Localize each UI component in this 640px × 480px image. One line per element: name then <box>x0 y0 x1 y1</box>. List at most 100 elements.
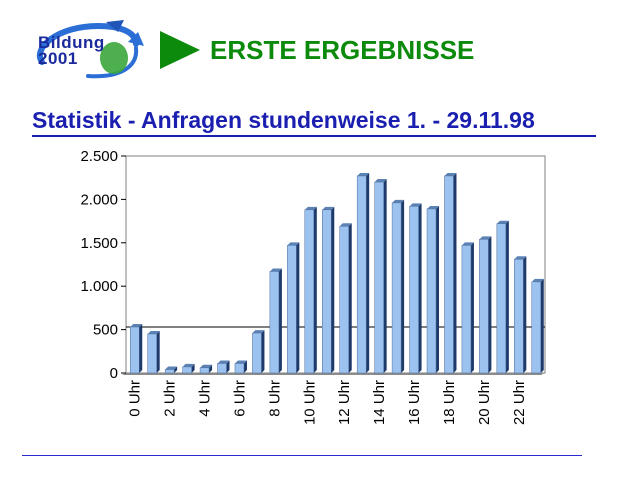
plot-area <box>125 155 546 374</box>
x-tick-label: 20 Uhr <box>476 380 493 425</box>
x-tick-label: 14 Uhr <box>371 380 388 425</box>
bar <box>147 333 157 374</box>
bar-side <box>383 179 387 373</box>
y-tick-label: 2.000 <box>80 191 118 208</box>
bar <box>339 226 349 374</box>
y-tick-label: 500 <box>93 322 118 339</box>
bar-top <box>130 323 143 327</box>
y-tick-label: 2.500 <box>80 148 118 165</box>
bar <box>356 175 367 374</box>
bar-side <box>436 205 440 373</box>
y-tick-label: 0 <box>110 365 118 382</box>
bar <box>129 326 140 374</box>
bar-side <box>278 268 282 373</box>
bar <box>304 209 315 374</box>
bar <box>409 206 419 374</box>
bar-top <box>479 236 492 240</box>
bar-side <box>156 330 160 373</box>
bar <box>479 239 489 374</box>
bildung-2001-logo: Bildung 2001 <box>28 18 146 80</box>
bar-top <box>409 203 422 207</box>
bar-top <box>322 206 335 210</box>
x-tick-label: 2 Uhr <box>162 380 179 417</box>
x-tick-label: 22 Uhr <box>511 380 528 425</box>
x-tick-label: 6 Uhr <box>231 380 248 417</box>
x-tick-label: 10 Uhr <box>301 380 318 425</box>
bar-top <box>147 330 160 334</box>
bar-top <box>444 172 457 176</box>
bar-top <box>514 256 527 260</box>
bar-top <box>269 268 282 272</box>
bar-side <box>453 172 457 373</box>
bar <box>234 363 245 374</box>
subtitle-underline <box>32 135 596 137</box>
bar-side <box>348 223 352 373</box>
bar <box>391 202 402 374</box>
x-tick-label: 18 Uhr <box>441 380 458 425</box>
bar-top <box>531 278 544 282</box>
bar <box>444 175 454 374</box>
bar <box>531 281 542 374</box>
bar-side <box>366 172 370 373</box>
bar-side <box>505 220 509 373</box>
bar-side <box>139 323 143 373</box>
bar-side <box>261 330 265 373</box>
bar-top <box>427 205 440 209</box>
bar <box>199 367 210 374</box>
bar <box>461 245 472 374</box>
x-tick-label: 4 Uhr <box>197 380 214 417</box>
bar-top <box>374 179 387 183</box>
bar-side <box>540 278 544 373</box>
bar <box>322 209 332 374</box>
bar-top <box>287 242 300 246</box>
y-tick-label: 1.500 <box>80 235 118 252</box>
bar <box>164 369 175 374</box>
x-tick-label: 8 Uhr <box>266 380 283 417</box>
bar <box>269 271 280 374</box>
bar <box>374 181 384 374</box>
bar-top <box>496 220 509 224</box>
bar-side <box>243 360 247 373</box>
bar-side <box>488 236 492 373</box>
play-arrow-icon <box>160 31 200 69</box>
bar-side <box>313 206 317 373</box>
x-tick-label: 0 Uhr <box>127 380 144 417</box>
chart-floor <box>122 373 545 375</box>
bar-top <box>304 206 317 210</box>
bar-side <box>331 206 335 373</box>
bar-side <box>401 199 405 373</box>
bar <box>514 259 524 374</box>
bar <box>426 208 437 374</box>
x-tick-label: 12 Uhr <box>336 380 353 425</box>
bar-top <box>182 363 195 367</box>
bar-top <box>252 330 265 334</box>
bar-top <box>234 360 247 364</box>
bar-side <box>191 363 195 373</box>
bar-top <box>357 172 370 176</box>
bar-top <box>200 364 213 368</box>
footer-divider <box>22 455 582 456</box>
bar-top <box>165 366 178 370</box>
circular-arrow-logo-icon <box>37 20 144 79</box>
bar-side <box>418 203 422 373</box>
bar-side <box>209 364 213 373</box>
bar-side <box>226 360 230 373</box>
bar-side <box>296 242 300 373</box>
bar <box>182 366 192 374</box>
bar-side <box>523 256 527 373</box>
logo-text-line2: 2001 <box>38 49 78 68</box>
bar-top <box>461 242 474 246</box>
bar <box>252 332 262 374</box>
bar-side <box>174 366 178 373</box>
x-tick-label: 16 Uhr <box>406 380 423 425</box>
page-title: ERSTE ERGEBNISSE <box>210 35 475 65</box>
y-tick-label: 1.000 <box>80 278 118 295</box>
bar <box>287 245 297 374</box>
bar-top <box>217 360 230 364</box>
bar <box>217 363 227 374</box>
bar-top <box>339 223 352 227</box>
logo-text-line1: Bildung <box>38 33 105 52</box>
bar-side <box>470 242 474 373</box>
chart-subtitle: Statistik - Anfragen stundenweise 1. - 2… <box>32 107 535 133</box>
